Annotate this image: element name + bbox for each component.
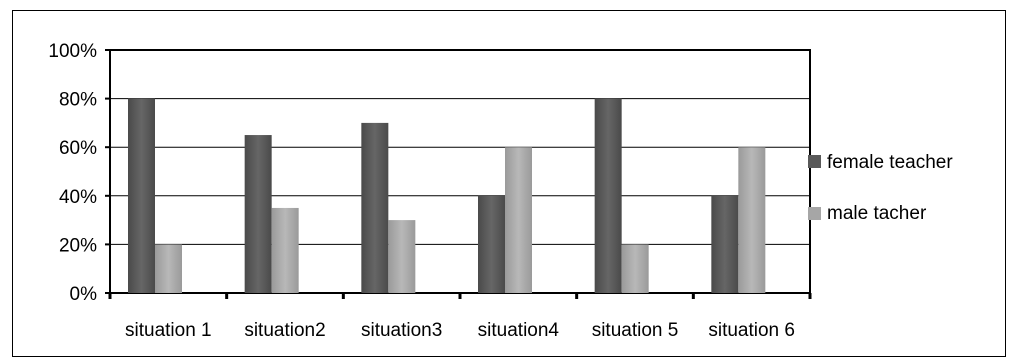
- chart-border: [12, 10, 1006, 357]
- bar-female-teacher-3: [361, 122, 389, 294]
- bars: [128, 98, 766, 294]
- legend: female teacher male tacher: [808, 152, 953, 224]
- bar-male-tacher-4: [505, 147, 532, 293]
- bar-female-teacher-4: [478, 195, 505, 293]
- gridlines: [110, 98, 810, 245]
- legend-swatch-male-tacher: [808, 207, 821, 220]
- y-tick-label: 0%: [70, 284, 98, 305]
- x-tick-label: situation3: [361, 320, 442, 341]
- bar-female-teacher-1: [128, 98, 155, 293]
- x-tick-label: situation 5: [592, 320, 679, 341]
- legend-swatch-female-teacher: [808, 155, 821, 168]
- y-tick-labels: 0% 20% 40% 60% 80% 100%: [48, 41, 97, 305]
- plot-area: [109, 49, 811, 294]
- y-tick-label: 40%: [59, 187, 97, 208]
- y-tick-label: 20%: [59, 235, 97, 256]
- bar-female-teacher-5: [594, 98, 622, 293]
- bar-female-teacher-2: [244, 135, 272, 293]
- y-tick-label: 60%: [59, 138, 97, 159]
- bar-female-teacher-6: [711, 195, 739, 293]
- axes: [105, 49, 812, 299]
- bar-male-tacher-5: [621, 244, 649, 293]
- x-tick-label: situation4: [478, 320, 560, 341]
- y-tick-label: 100%: [48, 41, 97, 62]
- bar-male-tacher-3: [388, 220, 416, 293]
- x-tick-label: situation 1: [125, 320, 212, 341]
- x-tick-labels: situation 1 situation2 situation3 situation…: [125, 320, 795, 341]
- x-tick-label: situation 6: [708, 320, 795, 341]
- x-tick-label: situation2: [244, 320, 325, 341]
- bar-male-tacher-1: [155, 244, 182, 293]
- legend-label-male-tacher: male tacher: [827, 203, 927, 224]
- bar-male-tacher-6: [738, 147, 766, 293]
- bar-male-tacher-2: [271, 207, 299, 293]
- legend-label-female-teacher: female teacher: [827, 152, 953, 173]
- y-tick-label: 80%: [59, 90, 97, 111]
